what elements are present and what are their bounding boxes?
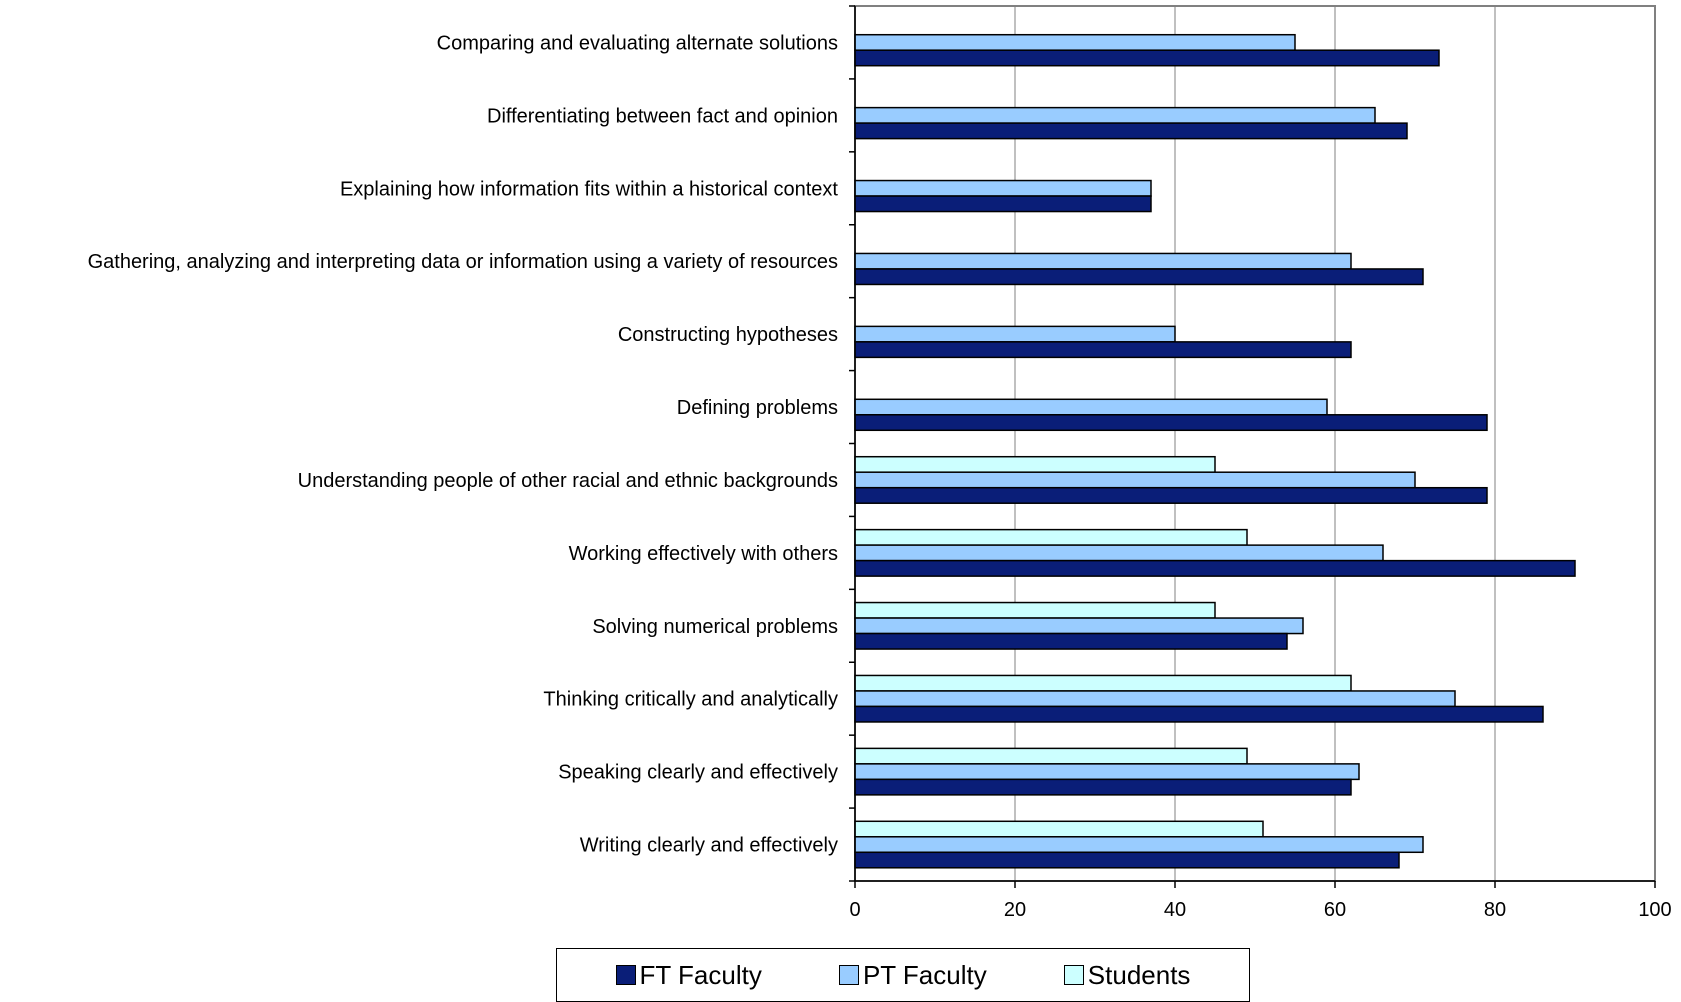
bar (854, 763, 1360, 781)
legend-label: FT Faculty (639, 959, 762, 990)
category-label: Writing clearly and effectively (580, 835, 838, 857)
legend-label: PT Faculty (862, 959, 987, 990)
legend-swatch (838, 965, 859, 985)
x-tick-label: 100 (1638, 899, 1671, 921)
bar (854, 414, 1488, 432)
legend-swatch (615, 965, 636, 985)
bar (854, 617, 1304, 635)
category-label: Gathering, analyzing and interpreting da… (88, 251, 838, 273)
category-label: Working effectively with others (569, 543, 838, 565)
bar (854, 851, 1400, 869)
category-label: Speaking clearly and effectively (558, 762, 838, 784)
bar (854, 195, 1152, 213)
category-label: Constructing hypotheses (618, 324, 838, 346)
bar (854, 252, 1352, 270)
x-tick-label: 40 (1164, 899, 1186, 921)
category-label: Understanding people of other racial and… (298, 470, 838, 492)
bar (854, 122, 1408, 140)
bar (854, 674, 1352, 692)
bar (854, 398, 1328, 416)
bar (854, 705, 1544, 723)
x-tick-label: 0 (849, 899, 860, 921)
category-label: Defining problems (677, 397, 838, 419)
bar (854, 747, 1248, 765)
bar (854, 471, 1416, 489)
bar (854, 820, 1264, 838)
bar (854, 778, 1352, 796)
category-label: Explaining how information fits within a… (340, 178, 838, 200)
bar (854, 179, 1152, 197)
bar (854, 632, 1288, 650)
bar (854, 325, 1176, 343)
bar (854, 49, 1440, 67)
plot-area (854, 5, 1656, 882)
bar (854, 544, 1384, 562)
bar (854, 836, 1424, 854)
bar (854, 106, 1376, 124)
bar (854, 268, 1424, 286)
bar (854, 528, 1248, 546)
legend-item: FT Faculty (615, 959, 762, 991)
bar (854, 559, 1576, 577)
legend-item: Students (1063, 959, 1191, 991)
bar (854, 33, 1296, 51)
chart-legend: FT Faculty PT Faculty Students (556, 948, 1250, 1002)
x-tick-label: 80 (1484, 899, 1506, 921)
bar (854, 341, 1352, 359)
bar (854, 601, 1216, 619)
category-label: Differentiating between fact and opinion (487, 105, 838, 127)
legend-item: PT Faculty (838, 959, 987, 991)
category-label: Comparing and evaluating alternate solut… (437, 32, 838, 54)
legend-label: Students (1087, 959, 1191, 990)
bar (854, 486, 1488, 504)
bar (854, 455, 1216, 473)
legend-swatch (1063, 965, 1084, 985)
bar (854, 690, 1456, 708)
category-label: Thinking critically and analytically (543, 689, 838, 711)
x-tick-label: 60 (1324, 899, 1346, 921)
x-tick-label: 20 (1004, 899, 1026, 921)
category-label: Solving numerical problems (592, 616, 838, 638)
